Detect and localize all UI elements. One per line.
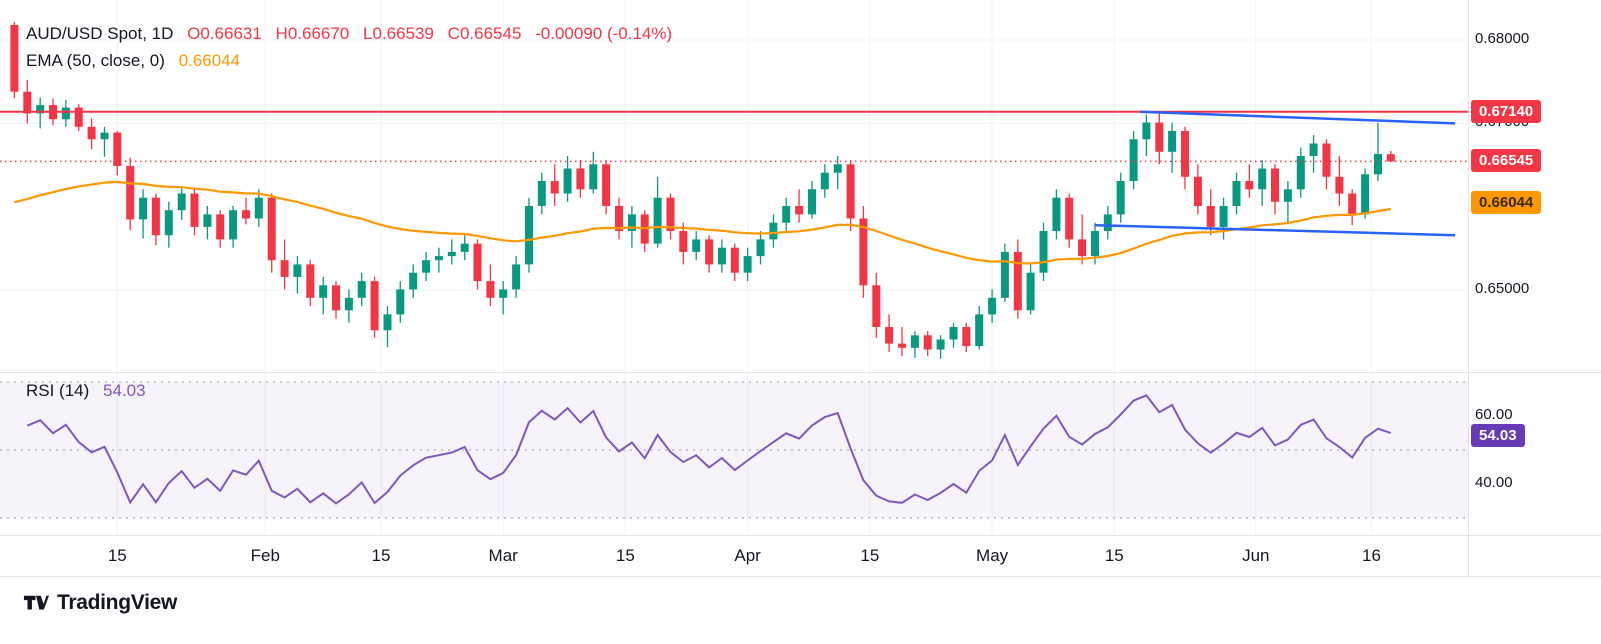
price-badge-last: 0.66545 bbox=[1471, 149, 1542, 173]
time-axis-label: 15 bbox=[860, 546, 880, 565]
ohlc-high: H0.66670 bbox=[275, 24, 350, 43]
ema-indicator-label[interactable]: EMA (50, close, 0) bbox=[26, 51, 165, 70]
rsi-legend: RSI (14) 54.03 bbox=[26, 377, 146, 404]
rsi-band bbox=[0, 382, 1468, 518]
chart-legend: AUD/USD Spot, 1D O0.66631 H0.66670 L0.66… bbox=[26, 20, 672, 74]
rsi-axis-label: 60.00 bbox=[1475, 406, 1513, 423]
time-axis-label: 16 bbox=[1362, 546, 1381, 565]
candlestick-series[interactable] bbox=[10, 21, 1395, 359]
symbol-row: AUD/USD Spot, 1D O0.66631 H0.66670 L0.66… bbox=[26, 20, 672, 47]
ohlc-close: C0.66545 bbox=[447, 24, 522, 43]
tradingview-branding[interactable]: TradingView bbox=[22, 589, 177, 616]
rsi-value: 54.03 bbox=[103, 381, 146, 400]
time-axis-divider bbox=[0, 535, 1601, 536]
time-axis-label: 15 bbox=[615, 546, 635, 565]
ohlc-open: O0.66631 bbox=[187, 24, 262, 43]
price-pane[interactable] bbox=[0, 0, 1468, 372]
time-axis-label: Apr bbox=[734, 546, 761, 565]
time-axis-label: May bbox=[976, 546, 1009, 565]
ema-row: EMA (50, close, 0) 0.66044 bbox=[26, 47, 672, 74]
time-axis-label: 15 bbox=[371, 546, 391, 565]
symbol-title[interactable]: AUD/USD Spot, 1D bbox=[26, 24, 174, 43]
time-axis-label: 15 bbox=[107, 546, 127, 565]
time-axis-label: Feb bbox=[250, 546, 280, 565]
time-axis-label: Mar bbox=[488, 546, 518, 565]
tradingview-logo-text: TradingView bbox=[57, 590, 178, 614]
time-axis-label: 15 bbox=[1104, 546, 1124, 565]
price-axis-label: 0.68000 bbox=[1475, 30, 1530, 47]
price-axis-label: 0.65000 bbox=[1475, 280, 1530, 298]
rsi-badge: 54.03 bbox=[1471, 424, 1525, 448]
trendline[interactable] bbox=[1094, 223, 1456, 237]
rsi-indicator-label[interactable]: RSI (14) bbox=[26, 381, 90, 400]
price-badge-ema: 0.66044 bbox=[1471, 191, 1542, 215]
rsi-line[interactable] bbox=[26, 394, 1392, 505]
price-axis[interactable]: 0.680000.670000.6500060.0040.000.671400.… bbox=[1468, 0, 1601, 576]
ema-line[interactable] bbox=[14, 180, 1391, 265]
chart-bottom-border bbox=[0, 576, 1601, 577]
rsi-pane[interactable] bbox=[0, 372, 1468, 535]
pane-divider[interactable] bbox=[0, 372, 1601, 373]
time-axis-label: Jun bbox=[1242, 546, 1270, 565]
price-change: -0.00090 (-0.14%) bbox=[535, 24, 673, 43]
price-scale-divider bbox=[1468, 0, 1469, 576]
trendline[interactable] bbox=[1139, 110, 1456, 125]
ema-value: 0.66044 bbox=[178, 51, 241, 70]
price-badge-level: 0.67140 bbox=[1471, 99, 1542, 123]
ohlc-low: L0.66539 bbox=[363, 24, 434, 43]
rsi-axis-label: 40.00 bbox=[1475, 474, 1513, 491]
tradingview-logo-icon[interactable] bbox=[22, 589, 49, 616]
time-axis[interactable]: 15 Feb 15 Mar 15 Apr 15 May 15 Jun 16 bbox=[0, 535, 1468, 576]
